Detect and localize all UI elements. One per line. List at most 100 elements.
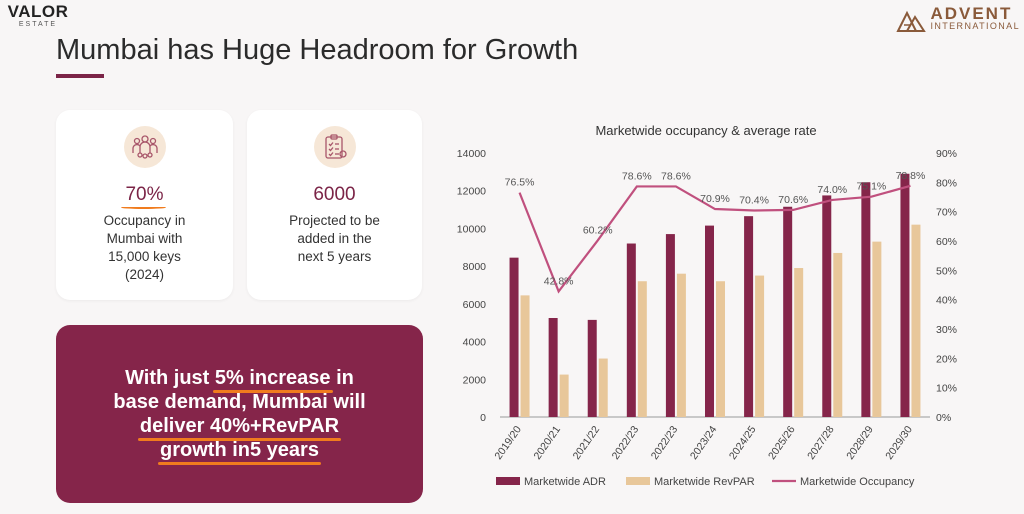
y-tick-right: 80%	[936, 177, 957, 189]
revpar-bar	[598, 358, 608, 417]
revpar-bar	[520, 295, 530, 417]
desc-line: Projected to be	[289, 213, 380, 228]
valor-estate-logo: VALOR ESTATE	[6, 2, 70, 29]
callout-highlight: deliver 40%+	[137, 415, 264, 441]
callout-line-1: With just 5% increase in	[56, 366, 423, 393]
occupancy-label: 74.0%	[817, 184, 847, 196]
x-tick-label: 2020/21	[531, 424, 563, 462]
y-tick-right: 50%	[936, 265, 957, 277]
occupancy-label: 42.8%	[544, 275, 574, 287]
revpar-bar	[716, 281, 725, 417]
y-tick-right: 10%	[936, 383, 957, 395]
mountain-logo-icon	[896, 10, 927, 32]
callout-line-4: growth in 5 years	[56, 438, 423, 465]
x-tick-label: 2028/29	[844, 424, 876, 462]
occupancy-label: 70.9%	[700, 193, 730, 205]
adr-bar	[509, 257, 519, 417]
occupancy-card: 70% Occupancy in Mumbai with 15,000 keys…	[56, 110, 233, 300]
adr-bar	[861, 182, 871, 417]
callout-highlight: 5 years	[248, 439, 321, 465]
occupancy-label: 78.8%	[896, 170, 926, 182]
adr-bar	[705, 225, 714, 417]
revpar-bar	[872, 241, 882, 417]
x-tick-label: 2024/25	[727, 424, 759, 462]
y-tick-right: 0%	[936, 412, 951, 424]
legend-label-adr: Marketwide ADR	[524, 476, 606, 488]
projection-value: 6000	[313, 184, 356, 205]
adr-bar	[900, 173, 910, 417]
x-tick-label: 2029/30	[883, 424, 915, 462]
adr-bar	[822, 195, 832, 417]
revpar-bar	[911, 224, 921, 417]
y-tick-right: 90%	[936, 148, 957, 160]
occupancy-label: 70.4%	[739, 194, 769, 206]
x-tick-label: 2019/20	[492, 424, 524, 462]
adr-bar	[548, 318, 558, 417]
y-tick-left: 14000	[457, 148, 486, 160]
y-tick-left: 2000	[463, 374, 487, 386]
advent-international-logo: ADVENT INTERNATIONAL	[896, 4, 1020, 34]
callout-highlight: 5% increase	[212, 367, 333, 393]
y-tick-right: 30%	[936, 324, 957, 336]
y-tick-right: 60%	[936, 236, 957, 248]
desc-line: (2024)	[124, 267, 165, 282]
projection-description: Projected to be added in the next 5 year…	[247, 212, 422, 266]
y-tick-left: 10000	[457, 223, 486, 235]
y-tick-left: 6000	[463, 299, 487, 311]
legend-swatch-revpar	[626, 477, 650, 485]
adr-bar	[626, 243, 636, 417]
legend-label-revpar: Marketwide RevPAR	[654, 476, 755, 488]
adr-bar	[744, 216, 754, 417]
desc-line: Mumbai with	[106, 231, 183, 246]
callout-text: in	[330, 367, 354, 389]
y-tick-right: 20%	[936, 353, 957, 365]
occupancy-label: 60.2%	[583, 224, 613, 236]
adr-bar	[587, 319, 597, 417]
occupancy-description: Occupancy in Mumbai with 15,000 keys (20…	[56, 212, 233, 284]
revpar-bar	[833, 252, 843, 417]
x-tick-label: 2022/23	[649, 424, 681, 462]
projection-card: 6000 Projected to be added in the next 5…	[247, 110, 422, 300]
legend-label-occupancy: Marketwide Occupancy	[800, 476, 915, 488]
checklist-icon	[313, 126, 356, 168]
desc-line: Occupancy in	[103, 213, 186, 228]
y-tick-right: 40%	[936, 295, 957, 307]
revpar-bar	[794, 268, 804, 417]
left-logo-main: VALOR	[7, 2, 69, 21]
y-tick-left: 0	[480, 412, 486, 424]
x-tick-label: 2021/22	[571, 424, 603, 462]
occupancy-line	[518, 184, 911, 294]
revpar-bar	[637, 281, 647, 417]
y-tick-right: 70%	[936, 207, 957, 219]
adr-bar	[783, 206, 793, 417]
occupancy-label: 75.1%	[856, 181, 886, 193]
occupancy-label: 76.5%	[505, 177, 535, 189]
chart-title: Marketwide occupancy & average rate	[595, 123, 816, 138]
occupancy-underline	[121, 206, 166, 209]
revpar-bar	[755, 275, 765, 417]
occupancy-label: 70.6%	[778, 194, 808, 206]
right-logo-sub: INTERNATIONAL	[930, 21, 1020, 31]
chart-svg: Marketwide occupancy & average rate 0 200…	[457, 123, 957, 488]
occupancy-label: 78.6%	[622, 170, 652, 182]
desc-line: next 5 years	[297, 249, 372, 264]
growth-callout: With just 5% increase in base demand, Mu…	[56, 325, 423, 503]
people-group-icon	[123, 126, 166, 168]
right-logo-main: ADVENT	[930, 4, 1013, 23]
revpar-bar	[676, 273, 686, 417]
desc-line: 15,000 keys	[108, 249, 181, 264]
revpar-bar	[559, 374, 569, 417]
callout-highlight: RevPAR	[259, 415, 342, 441]
y-tick-left: 8000	[463, 261, 487, 273]
legend-swatch-adr	[496, 477, 520, 485]
y-tick-left: 4000	[463, 337, 487, 349]
adr-bar	[665, 234, 675, 417]
callout-line-2: base demand, Mumbai will	[113, 391, 366, 413]
title-underline	[56, 74, 104, 78]
x-tick-label: 2027/28	[805, 424, 837, 462]
callout-highlight: growth in	[158, 439, 252, 465]
occupancy-value: 70%	[121, 184, 166, 209]
callout-line-3: deliver 40%+ RevPAR	[56, 414, 423, 441]
x-tick-label: 2023/24	[688, 424, 720, 462]
desc-line: added in the	[297, 231, 372, 246]
